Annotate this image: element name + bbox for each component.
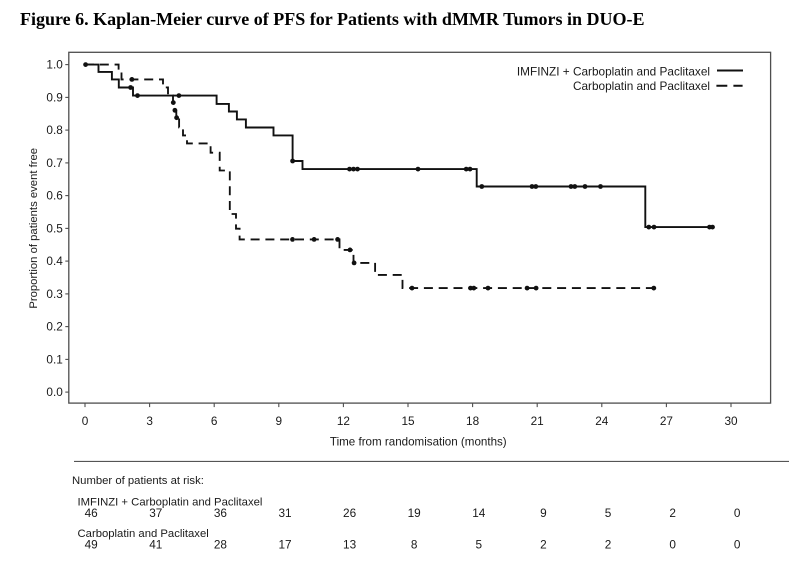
svg-text:49: 49: [85, 538, 98, 552]
svg-text:0.3: 0.3: [46, 287, 63, 301]
svg-text:21: 21: [531, 414, 544, 428]
svg-text:5: 5: [476, 538, 483, 552]
svg-text:0.5: 0.5: [46, 221, 63, 235]
svg-text:2: 2: [669, 506, 676, 520]
svg-text:27: 27: [660, 414, 673, 428]
svg-text:9: 9: [276, 414, 283, 428]
svg-text:18: 18: [466, 414, 480, 428]
svg-text:Number of patients at risk:: Number of patients at risk:: [72, 475, 204, 487]
svg-text:0.2: 0.2: [46, 320, 62, 334]
svg-text:0: 0: [734, 538, 741, 552]
svg-text:15: 15: [401, 414, 415, 428]
svg-text:0.8: 0.8: [46, 123, 63, 137]
svg-text:2: 2: [605, 538, 612, 552]
svg-text:0.9: 0.9: [46, 90, 62, 104]
svg-text:13: 13: [343, 538, 357, 552]
svg-text:9: 9: [540, 506, 547, 520]
svg-text:19: 19: [408, 506, 421, 520]
svg-text:36: 36: [214, 506, 228, 520]
svg-text:Proportion of patients event f: Proportion of patients event free: [28, 148, 40, 309]
svg-text:46: 46: [85, 506, 99, 520]
svg-text:37: 37: [149, 506, 162, 520]
svg-text:Carboplatin and Paclitaxel: Carboplatin and Paclitaxel: [573, 79, 710, 93]
svg-text:0.4: 0.4: [46, 254, 63, 268]
svg-text:31: 31: [278, 506, 291, 520]
svg-text:3: 3: [146, 414, 153, 428]
svg-text:Carboplatin and Paclitaxel: Carboplatin and Paclitaxel: [78, 528, 209, 540]
svg-text:5: 5: [605, 506, 612, 520]
svg-text:0: 0: [82, 414, 89, 428]
svg-text:41: 41: [149, 538, 162, 552]
svg-text:1.0: 1.0: [46, 58, 63, 72]
svg-text:26: 26: [343, 506, 357, 520]
svg-text:0: 0: [734, 506, 741, 520]
svg-text:17: 17: [278, 538, 291, 552]
svg-text:Time from randomisation (month: Time from randomisation (months): [330, 435, 507, 448]
svg-text:0.0: 0.0: [46, 385, 63, 399]
svg-text:12: 12: [337, 414, 350, 428]
svg-text:2: 2: [540, 538, 547, 552]
svg-text:0: 0: [669, 538, 676, 552]
svg-text:6: 6: [211, 414, 218, 428]
svg-text:0.1: 0.1: [46, 352, 62, 366]
svg-text:30: 30: [724, 414, 738, 428]
svg-text:14: 14: [472, 506, 486, 520]
svg-text:0.7: 0.7: [46, 156, 62, 170]
svg-text:24: 24: [595, 414, 609, 428]
svg-text:0.6: 0.6: [46, 189, 63, 203]
svg-text:IMFINZI + Carboplatin and Pacl: IMFINZI + Carboplatin and Paclitaxel: [517, 64, 710, 78]
svg-text:IMFINZI + Carboplatin and Pacl: IMFINZI + Carboplatin and Paclitaxel: [78, 497, 263, 509]
svg-text:8: 8: [411, 538, 418, 552]
svg-text:28: 28: [214, 538, 228, 552]
